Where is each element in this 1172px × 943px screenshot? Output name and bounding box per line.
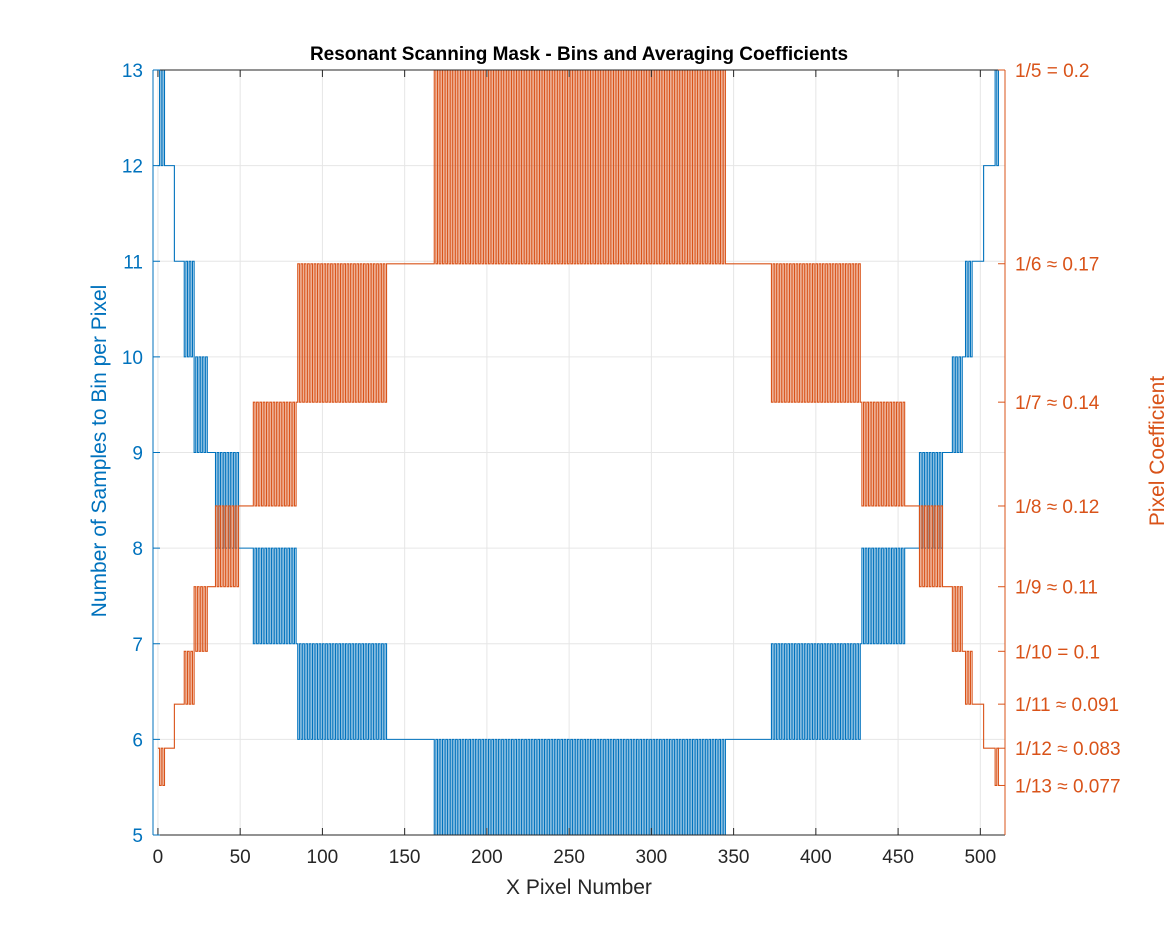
y-left-tick-label: 13	[122, 61, 143, 82]
y-left-tick-label: 9	[132, 444, 143, 465]
x-tick-label: 150	[389, 847, 421, 868]
y-right-tick-label: 1/8 ≈ 0.12	[1015, 497, 1099, 518]
y-right-tick-label: 1/13 ≈ 0.077	[1015, 776, 1121, 797]
x-tick-label: 400	[800, 847, 832, 868]
x-tick-label: 300	[636, 847, 668, 868]
x-axis-label: X Pixel Number	[506, 876, 652, 899]
y-right-tick-label: 1/6 ≈ 0.17	[1015, 255, 1099, 276]
y-right-tick-label: 1/7 ≈ 0.14	[1015, 393, 1100, 414]
y-right-tick-label: 1/11 ≈ 0.091	[1015, 695, 1119, 716]
y-axis-right-label: Pixel Coefficient	[1146, 376, 1169, 526]
y-right-tick-label: 1/9 ≈ 0.11	[1015, 578, 1098, 599]
series-layer	[157, 70, 1001, 835]
chart-title: Resonant Scanning Mask - Bins and Averag…	[310, 44, 848, 65]
x-tick-label: 250	[553, 847, 585, 868]
samples-per-pixel-line	[157, 70, 1001, 835]
x-tick-label: 100	[307, 847, 339, 868]
axes-layer: 0 50 100 150 200 250 300 350 400 450 500 5 6 7 8 9 10 11 1…	[122, 61, 1121, 868]
x-tick-label: 500	[964, 847, 996, 868]
y-left-tick-label: 12	[122, 157, 143, 178]
y-left-tick-label: 8	[132, 539, 143, 560]
x-tick-label: 350	[718, 847, 750, 868]
y-left-tick-label: 7	[132, 635, 143, 656]
x-tick-label: 450	[882, 847, 914, 868]
y-right-tick-label: 1/12 ≈ 0.083	[1015, 739, 1121, 760]
y-left-tick-label: 11	[123, 252, 143, 273]
y-left-tick-label: 10	[122, 348, 143, 369]
pixel-coefficient-line	[157, 70, 1001, 786]
y-axis-left-label: Number of Samples to Bin per Pixel	[88, 285, 111, 618]
y-right-tick-label: 1/5 = 0.2	[1015, 61, 1089, 82]
y-left-tick-label: 5	[132, 826, 143, 847]
x-tick-label: 50	[230, 847, 251, 868]
x-tick-label: 0	[153, 847, 164, 868]
y-left-tick-label: 6	[132, 730, 143, 751]
y-right-tick-label: 1/10 = 0.1	[1015, 642, 1100, 663]
x-tick-label: 200	[471, 847, 503, 868]
